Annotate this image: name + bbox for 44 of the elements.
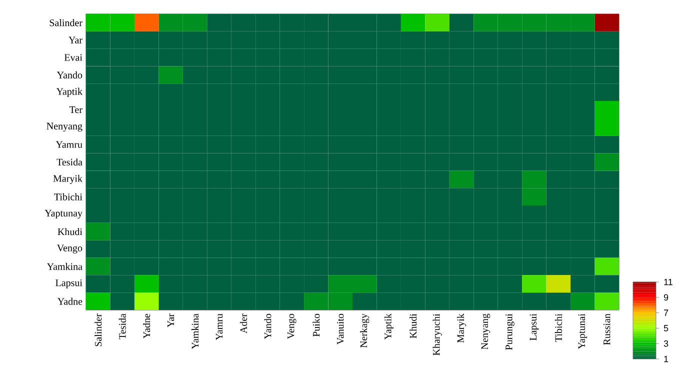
x-tick-label: Maryik bbox=[456, 314, 466, 343]
x-tick-label: Yaptunai bbox=[578, 314, 588, 350]
x-tick-label: Puiko bbox=[312, 314, 320, 337]
color-bar-label: 11 bbox=[664, 278, 672, 286]
y-tick-label: Yaptik bbox=[56, 88, 82, 97]
x-tick-label: Vanuito bbox=[337, 314, 344, 345]
x-tick-label: Kharyuchi bbox=[432, 314, 442, 356]
y-tick-label: Yadne bbox=[57, 298, 82, 305]
x-tick-label: Yamkina bbox=[192, 314, 199, 350]
color-bar-label: 7 bbox=[664, 310, 668, 316]
y-tick-label: Vengo bbox=[57, 244, 82, 254]
y-tick-label: Khudi bbox=[58, 228, 82, 236]
y-tick-label: Ter bbox=[69, 106, 82, 114]
x-tick-label: Yadne bbox=[143, 314, 150, 339]
x-tick-label: Russian bbox=[604, 314, 610, 345]
y-tick-label: Yamru bbox=[56, 141, 82, 148]
y-tick-label: Tibichi bbox=[54, 193, 82, 200]
x-tick-label: Yaptik bbox=[384, 314, 394, 340]
x-tick-label: Ader bbox=[240, 314, 247, 334]
x-tick-label: Purungui bbox=[506, 314, 514, 350]
y-tick-label: Yamkina bbox=[46, 262, 82, 270]
x-tick-label: Lapsui bbox=[530, 314, 539, 340]
y-tick-label: Yando bbox=[56, 71, 82, 78]
y-tick-label: Lapsui bbox=[56, 280, 82, 288]
x-tick-label: Nenyang bbox=[481, 314, 490, 350]
x-tick-label: Yar bbox=[167, 314, 174, 328]
y-tick-label: Maryik bbox=[53, 174, 82, 184]
y-tick-label: Nenyang bbox=[46, 122, 82, 132]
x-tick-label: Tesida bbox=[118, 314, 126, 340]
y-tick-label: Tesida bbox=[56, 158, 82, 166]
y-tick-label: Yar bbox=[68, 36, 82, 44]
y-tick-label: Yaptunay bbox=[44, 210, 82, 219]
y-tick-label: Salinder bbox=[50, 19, 82, 26]
x-tick-label: Vengo bbox=[288, 314, 296, 339]
color-bar-label: 5 bbox=[664, 325, 668, 332]
x-tick-label: Tibichi bbox=[554, 314, 562, 342]
x-tick-label: Yamru bbox=[216, 314, 223, 340]
x-tick-label: Khudi bbox=[410, 314, 417, 338]
color-bar-label: 1 bbox=[664, 356, 668, 362]
x-tick-label: Yando bbox=[264, 314, 272, 340]
x-tick-label: Nerkagy bbox=[360, 314, 370, 348]
color-bar-label: 9 bbox=[664, 294, 668, 301]
color-bar-label: 3 bbox=[664, 340, 668, 347]
y-tick-label: Evai bbox=[64, 54, 82, 61]
